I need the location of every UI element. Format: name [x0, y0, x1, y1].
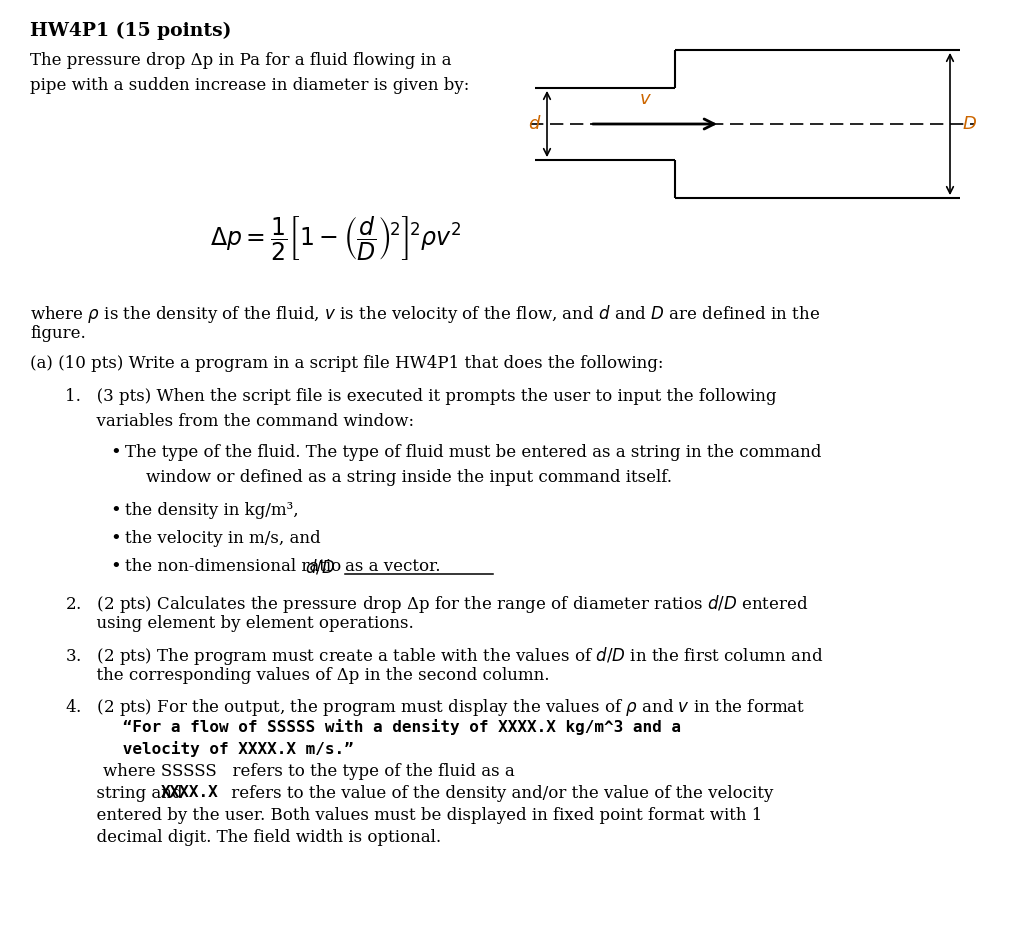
Text: the corresponding values of Δp in the second column.: the corresponding values of Δp in the se… — [65, 667, 550, 684]
Text: •: • — [110, 558, 121, 576]
Text: •: • — [110, 444, 121, 462]
Text: •: • — [110, 530, 121, 548]
Text: $D$: $D$ — [962, 115, 977, 133]
Text: $d/D$: $d/D$ — [305, 558, 335, 577]
Text: 3.   (2 pts) The program must create a table with the values of $d/D$ in the fir: 3. (2 pts) The program must create a tab… — [65, 645, 823, 667]
Text: The type of the fluid. The type of fluid must be entered as a string in the comm: The type of the fluid. The type of fluid… — [125, 444, 821, 486]
Text: the non-dimensional ratio: the non-dimensional ratio — [125, 558, 346, 575]
Text: refers to the value of the density and/or the value of the velocity: refers to the value of the density and/o… — [226, 785, 773, 802]
Text: 2.   (2 pts) Calculates the pressure drop Δp for the range of diameter ratios $d: 2. (2 pts) Calculates the pressure drop … — [65, 593, 808, 615]
Text: where SSSSS   refers to the type of the fluid as a: where SSSSS refers to the type of the fl… — [103, 763, 515, 780]
Text: decimal digit. The field width is optional.: decimal digit. The field width is option… — [65, 829, 441, 846]
Text: 4.   (2 pts) For the output, the program must display the values of $\rho$ and $: 4. (2 pts) For the output, the program m… — [65, 697, 805, 718]
Text: $d$: $d$ — [527, 115, 541, 133]
Text: using element by element operations.: using element by element operations. — [65, 615, 414, 632]
Text: HW4P1 (15 points): HW4P1 (15 points) — [30, 22, 231, 40]
Text: •: • — [110, 502, 121, 520]
Text: where $\rho$ is the density of the fluid, $v$ is the velocity of the flow, and $: where $\rho$ is the density of the fluid… — [30, 303, 820, 325]
Text: the velocity in m/s, and: the velocity in m/s, and — [125, 530, 321, 547]
Text: velocity of XXXX.X m/s.”: velocity of XXXX.X m/s.” — [65, 741, 353, 757]
Text: figure.: figure. — [30, 325, 86, 342]
Text: string and: string and — [65, 785, 187, 802]
Text: (a) (10 pts) Write a program in a script file HW4P1 that does the following:: (a) (10 pts) Write a program in a script… — [30, 355, 664, 372]
Text: $v$: $v$ — [639, 90, 651, 108]
Text: entered by the user. Both values must be displayed in fixed point format with 1: entered by the user. Both values must be… — [65, 807, 763, 824]
Text: 1.   (3 pts) When the script file is executed it prompts the user to input the f: 1. (3 pts) When the script file is execu… — [65, 388, 776, 429]
Text: as a vector.: as a vector. — [345, 558, 440, 575]
Text: The pressure drop Δp in Pa for a fluid flowing in a
pipe with a sudden increase : The pressure drop Δp in Pa for a fluid f… — [30, 52, 469, 94]
Text: “For a flow of SSSSS with a density of XXXX.X kg/m^3 and a: “For a flow of SSSSS with a density of X… — [65, 719, 681, 735]
Text: the density in kg/m³,: the density in kg/m³, — [125, 502, 299, 519]
Text: $\Delta p = \dfrac{1}{2}\left[1 - \left(\dfrac{d}{D}\right)^{\!2}\right]^{\!2} \: $\Delta p = \dfrac{1}{2}\left[1 - \left(… — [210, 215, 462, 264]
Text: XXXX.X: XXXX.X — [161, 785, 219, 800]
